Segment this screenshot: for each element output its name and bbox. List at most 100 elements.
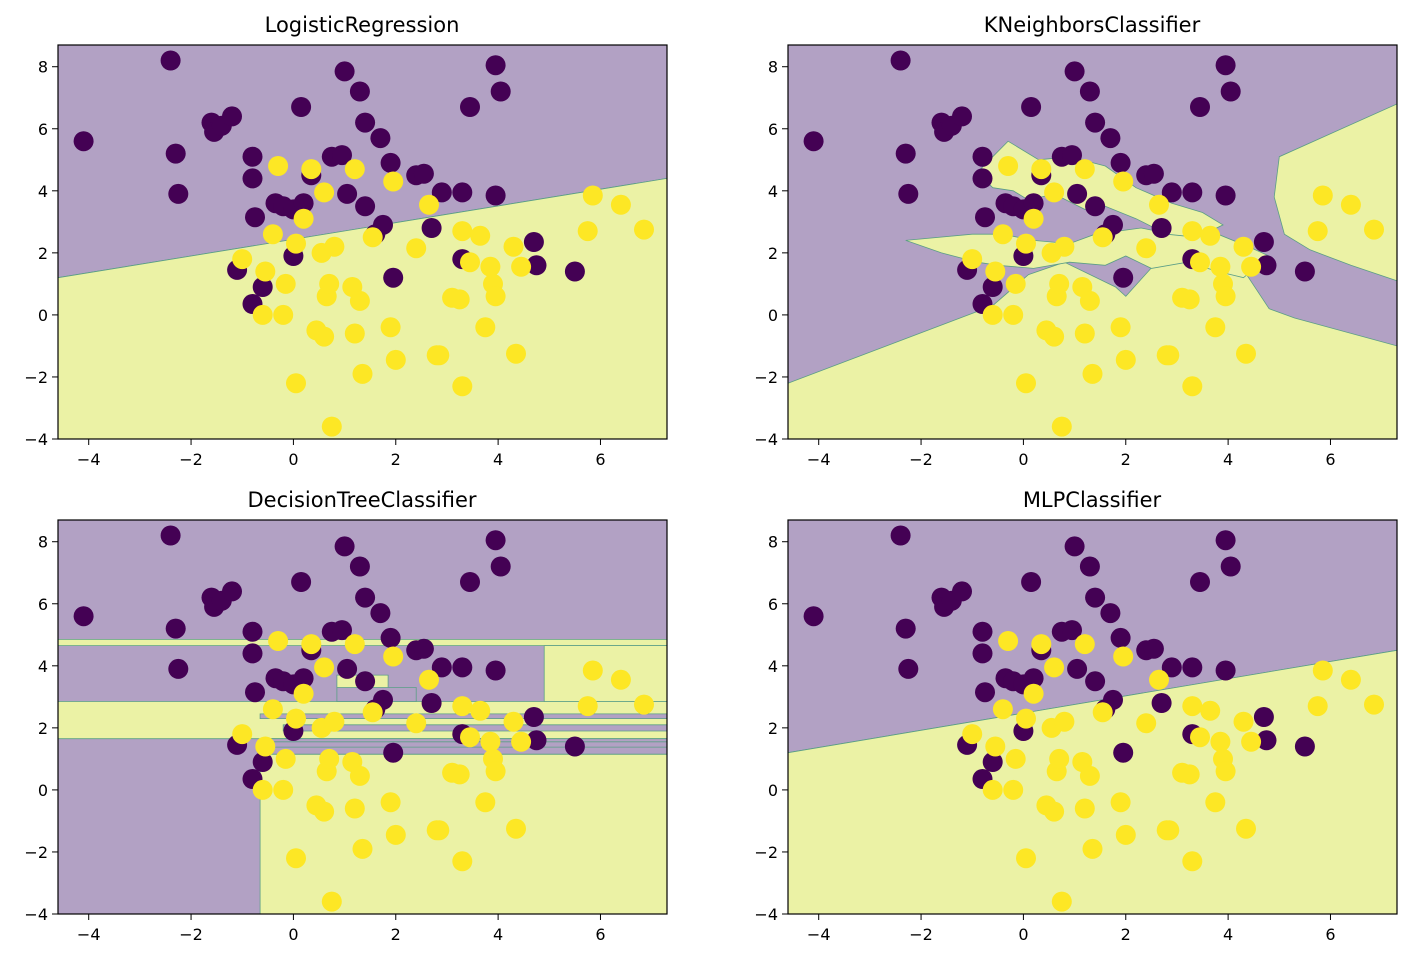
point-class-1 (1340, 669, 1361, 690)
point-class-0 (1220, 556, 1241, 577)
point-class-1 (992, 699, 1013, 720)
point-class-1 (1003, 779, 1024, 800)
point-class-1 (380, 317, 401, 338)
point-class-1 (385, 349, 406, 370)
point-class-1 (1031, 634, 1052, 655)
point-class-0 (334, 536, 355, 557)
point-class-1 (1149, 194, 1169, 215)
point-class-1 (1149, 669, 1169, 690)
point-class-1 (1340, 194, 1361, 215)
point-class-0 (982, 277, 1003, 297)
point-class-1 (998, 156, 1019, 176)
point-class-1 (1079, 765, 1100, 786)
point-class-1 (1044, 657, 1065, 678)
point-class-1 (286, 708, 306, 729)
point-class-1 (1136, 713, 1157, 734)
point-class-1 (1074, 798, 1095, 819)
point-class-1 (1113, 646, 1134, 667)
point-class-0 (421, 218, 442, 238)
point-class-0 (1021, 572, 1042, 592)
point-class-0 (355, 112, 376, 133)
point-class-1 (1210, 731, 1231, 752)
point-class-0 (1253, 707, 1274, 727)
point-class-1 (577, 221, 598, 242)
point-class-1 (406, 713, 427, 734)
point-class-0 (1182, 182, 1203, 203)
x-tick-label: 6 (1325, 925, 1335, 944)
point-class-0 (242, 146, 263, 167)
point-class-1 (1023, 683, 1044, 704)
point-class-0 (349, 81, 370, 102)
point-class-1 (429, 820, 450, 841)
point-class-0 (1100, 128, 1121, 149)
x-tick-label: 0 (1018, 925, 1028, 944)
point-class-1 (506, 343, 526, 364)
point-class-1 (319, 748, 340, 769)
point-class-0 (245, 682, 265, 703)
point-class-1 (286, 233, 306, 254)
point-class-1 (1074, 634, 1095, 655)
point-class-0 (1113, 267, 1134, 288)
point-class-1 (1179, 764, 1200, 785)
point-class-1 (992, 224, 1013, 245)
point-class-1 (1074, 159, 1095, 180)
axes-frame (787, 519, 1398, 915)
point-class-1 (1236, 343, 1256, 364)
point-class-1 (293, 683, 314, 704)
point-class-1 (1044, 801, 1065, 822)
point-class-1 (1115, 349, 1136, 370)
point-class-1 (982, 779, 1003, 800)
point-class-0 (355, 671, 376, 692)
point-class-1 (470, 225, 491, 246)
point-class-0 (1110, 152, 1131, 173)
point-class-1 (1215, 761, 1236, 782)
point-class-1 (582, 185, 603, 206)
plot-area (788, 45, 1397, 439)
point-class-1 (503, 236, 524, 257)
point-class-1 (610, 669, 631, 690)
point-class-0 (380, 627, 401, 648)
x-tick-label: 2 (1121, 925, 1131, 944)
point-class-1 (475, 317, 496, 338)
point-class-0 (160, 50, 181, 71)
point-class-0 (485, 55, 506, 76)
point-class-1 (321, 891, 342, 912)
point-class-1 (286, 373, 306, 394)
point-class-1 (1307, 696, 1328, 717)
point-class-1 (273, 779, 294, 800)
point-class-1 (582, 660, 603, 681)
x-tick-label: 6 (595, 450, 605, 469)
point-class-0 (1067, 183, 1088, 204)
x-tick-label: −2 (179, 925, 203, 944)
point-class-1 (344, 798, 365, 819)
point-class-1 (1182, 221, 1203, 242)
point-class-1 (1241, 731, 1262, 752)
point-class-1 (449, 289, 470, 310)
point-class-0 (165, 618, 186, 639)
x-tick-label: 2 (391, 450, 401, 469)
point-class-1 (1136, 238, 1157, 259)
point-class-1 (1215, 286, 1236, 307)
point-class-0 (1113, 742, 1134, 763)
point-class-0 (952, 106, 972, 127)
point-class-0 (952, 581, 972, 602)
point-class-1 (1210, 256, 1231, 277)
point-class-1 (419, 669, 439, 690)
point-class-0 (1021, 97, 1042, 117)
point-class-1 (1200, 225, 1221, 246)
point-class-0 (1023, 668, 1044, 689)
point-class-0 (332, 620, 352, 641)
y-tick-label: 4 (768, 657, 778, 676)
x-tick-label: 0 (1018, 450, 1028, 469)
y-tick-label: 2 (38, 719, 48, 738)
point-class-0 (1064, 61, 1085, 82)
y-tick-label: −4 (754, 905, 778, 924)
y-tick-label: 0 (768, 306, 778, 325)
point-class-1 (962, 724, 983, 745)
point-class-1 (1044, 182, 1065, 203)
point-class-1 (1312, 660, 1333, 681)
y-tick-label: 4 (38, 182, 48, 201)
point-class-1 (1016, 848, 1036, 869)
point-class-1 (503, 711, 524, 732)
point-class-1 (352, 838, 373, 859)
